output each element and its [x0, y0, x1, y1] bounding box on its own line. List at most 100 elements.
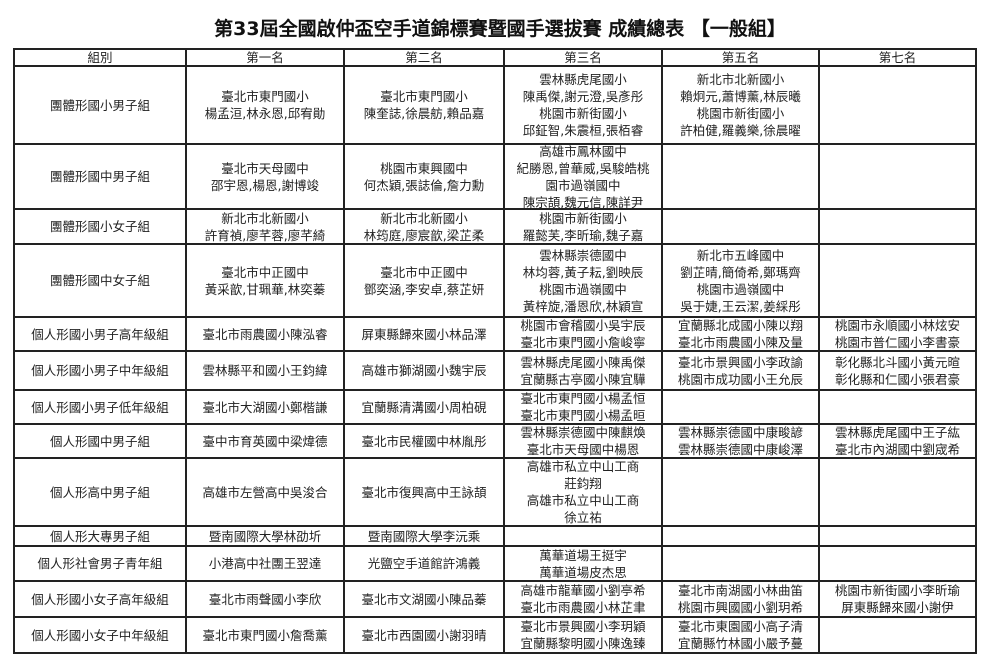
placement-entry: 臺北市大湖國小鄭楷謙	[202, 399, 328, 415]
cell-seventh	[818, 525, 977, 547]
placement-entry: 雲林縣崇德國中 林均蓉,黃子耘,劉映辰 桃園市過嶺國中 黃梓旋,潘恩欣,林穎宣	[522, 247, 644, 314]
cell-group: 個人形國小男子高年級組	[13, 316, 187, 352]
cell-second: 臺北市復興高中王詠頡	[343, 457, 505, 527]
placement-entry	[663, 145, 818, 208]
group-name: 個人形國小男子低年級組	[31, 399, 169, 415]
cell-fifth: 新北市北新國小 賴炯元,蕭博薰,林辰曦 桃園市新街國小 許柏健,羅義樂,徐晨曜	[661, 65, 820, 145]
cell-third: 桃園市新街國小 羅懿芙,李昕瑜,魏子嘉	[503, 208, 663, 245]
header-first: 第一名	[185, 48, 345, 67]
placement-entry: 新北市五峰國中 劉芷晴,簡倚希,鄭瑪齊 桃園市過嶺國中 吳于婕,王云潔,姜綵彤	[680, 247, 801, 314]
cell-first: 小港高中社團王翌達	[185, 545, 345, 582]
page-title: 第33屆全國啟仲盃空手道錦標賽暨國手選拔賽 成績總表 【一般組】	[214, 18, 786, 40]
placement-entry: 高雄市獅湖國小魏宇辰	[361, 363, 487, 378]
placement-entry: 臺北市復興高中王詠頡	[361, 484, 487, 500]
cell-group: 個人形大專男子組	[13, 525, 187, 547]
placement-entry	[820, 527, 975, 545]
placement-entry: 臺北市東園國小高子清 宜蘭縣竹林國小嚴予蔓	[677, 619, 803, 651]
placement-entry: 雲林縣平和國小王鈞緯	[202, 363, 328, 378]
cell-fifth: 宜蘭縣北成國小陳以翔 臺北市雨農國小陳及量	[661, 316, 820, 352]
placement-entry: 高雄市左營高中吳浚合	[202, 484, 328, 500]
table-row: 個人形國中男子組 臺中市育英國中梁煒德 臺北市民權國中林胤彤 雲林縣崇德國中陳麒煥 臺…	[13, 423, 977, 459]
placement-entry	[663, 547, 818, 580]
cell-group: 團體形國小男子組	[13, 65, 187, 145]
placement-entry	[505, 527, 661, 545]
group-name: 個人形大專男子組	[49, 528, 150, 544]
cell-seventh	[818, 65, 977, 145]
group-name: 個人形國中男子組	[49, 433, 150, 449]
cell-fifth	[661, 525, 820, 547]
cell-second: 臺北市文湖國小陳品蓁	[343, 580, 505, 618]
placement-entry: 新北市北新國小 賴炯元,蕭博薰,林辰曦 桃園市新街國小 許柏健,羅義樂,徐晨曜	[680, 72, 801, 138]
cell-second: 臺北市民權國中林胤彤	[343, 423, 505, 459]
placement-entry	[820, 459, 975, 525]
cell-first: 臺北市大湖國小鄭楷謙	[185, 389, 345, 425]
cell-seventh: 雲林縣虎尾國中王子紘 臺北市內湖國中劉宬希	[818, 423, 977, 459]
placement-entry	[820, 618, 975, 652]
placement-entry: 桃園市會稽國小吳宇辰 臺北市東門國小詹峻寧	[520, 318, 646, 350]
cell-seventh	[818, 208, 977, 245]
placement-entry: 桃園市永順國小林炫安 桃園市普仁國小李書豪	[834, 318, 960, 350]
cell-third: 萬華道場王挺宇 萬華道場皮杰思	[503, 545, 663, 582]
cell-group: 團體形國中男子組	[13, 143, 187, 210]
placement-entry: 臺北市民權國中林胤彤	[361, 433, 487, 449]
placement-entry: 雲林縣虎尾國中王子紘 臺北市內湖國中劉宬希	[834, 425, 960, 457]
cell-group: 個人形國小男子低年級組	[13, 389, 187, 425]
placement-entry: 臺北市中正國中 鄧奕涵,李安卓,蔡芷妍	[363, 264, 485, 297]
cell-first: 雲林縣平和國小王鈞緯	[185, 350, 345, 391]
group-name: 個人形國小男子高年級組	[31, 326, 169, 342]
placement-entry	[820, 391, 975, 423]
header-fifth: 第五名	[661, 48, 820, 67]
cell-third: 臺北市景興國小李玥穎 宜蘭縣黎明國小陳逸臻	[503, 616, 663, 654]
cell-fifth	[661, 143, 820, 210]
cell-fifth	[661, 389, 820, 425]
cell-fifth: 臺北市東園國小高子清 宜蘭縣竹林國小嚴予蔓	[661, 616, 820, 654]
group-name: 團體形國中女子組	[49, 273, 150, 288]
table-row: 團體形國小男子組 臺北市東門國小 楊孟洹,林永恩,邱宥勛 臺北市東門國小 陳奎誌,徐…	[13, 65, 977, 145]
cell-second: 光鹽空手道館許鴻義	[343, 545, 505, 582]
cell-third: 雲林縣崇德國中 林均蓉,黃子耘,劉映辰 桃園市過嶺國中 黃梓旋,潘恩欣,林穎宣	[503, 243, 663, 318]
placement-entry: 高雄市私立中山工商 莊鈞翔 高雄市私立中山工商 徐立祐	[526, 459, 640, 525]
table-row: 團體形國中男子組 臺北市天母國中 邵宇恩,楊恩,謝博竣 桃園市東興國中 何杰穎,張誌…	[13, 143, 977, 210]
placement-entry: 桃園市新街國小 羅懿芙,李昕瑜,魏子嘉	[522, 210, 644, 243]
placement-entry: 臺北市中正國中 黃采歆,甘珮華,林奕蓁	[204, 264, 326, 297]
cell-first: 臺北市天母國中 邵宇恩,楊恩,謝博竣	[185, 143, 345, 210]
cell-second: 臺北市西園國小謝羽晴	[343, 616, 505, 654]
cell-group: 團體形國中女子組	[13, 243, 187, 318]
table-row: 團體形國中女子組 臺北市中正國中 黃采歆,甘珮華,林奕蓁 臺北市中正國中 鄧奕涵,李…	[13, 243, 977, 318]
placement-entry: 桃園市新街國小李昕瑜 屏東縣歸來國小謝伊	[834, 583, 960, 615]
placement-entry: 臺北市雨聲國小李欣	[208, 591, 322, 607]
cell-second: 宜蘭縣清溝國小周柏硯	[343, 389, 505, 425]
cell-first: 臺中市育英國中梁煒德	[185, 423, 345, 459]
cell-fifth: 臺北市南湖國小林曲笛 桃園市興國國小劉玥希	[661, 580, 820, 618]
placement-entry: 屏東縣歸來國小林品澤	[361, 326, 487, 342]
table-row: 個人形高中男子組 高雄市左營高中吳浚合 臺北市復興高中王詠頡 高雄市私立中山工商 莊鈞…	[13, 457, 977, 527]
results-table: 組別 第一名 第二名 第三名 第五名 第七名 團體形國小男子組 臺北市東門國小 楊…	[13, 48, 977, 654]
header-group: 組別	[13, 48, 187, 67]
cell-fifth	[661, 457, 820, 527]
cell-third: 雲林縣崇德國中陳麒煥 臺北市天母國中楊恩	[503, 423, 663, 459]
placement-entry: 新北市北新國小 許育禎,廖芊蓉,廖芊綺	[204, 210, 326, 243]
placement-entry: 光鹽空手道館許鴻義	[367, 556, 481, 571]
placement-entry	[820, 210, 975, 243]
group-name: 團體形國小男子組	[49, 97, 150, 113]
cell-fifth: 臺北市景興國小李政諭 桃園市成功國小王允辰	[661, 350, 820, 391]
cell-fifth	[661, 545, 820, 582]
placement-entry	[663, 391, 818, 423]
cell-fifth	[661, 208, 820, 245]
placement-entry	[663, 527, 818, 545]
placement-entry: 臺北市東門國小楊孟恒 臺北市東門國小楊孟晅	[520, 391, 646, 423]
cell-seventh	[818, 389, 977, 425]
cell-second: 高雄市獅湖國小魏宇辰	[343, 350, 505, 391]
table-row: 個人形國小男子低年級組 臺北市大湖國小鄭楷謙 宜蘭縣清溝國小周柏硯 臺北市東門國小楊孟…	[13, 389, 977, 425]
placement-entry: 臺北市景興國小李玥穎 宜蘭縣黎明國小陳逸臻	[520, 619, 646, 651]
cell-group: 個人形社會男子青年組	[13, 545, 187, 582]
cell-fifth: 雲林縣崇德國中康畯諺 雲林縣崇德國中康峻澤	[661, 423, 820, 459]
header-third: 第三名	[503, 48, 663, 67]
group-name: 團體形國小女子組	[49, 219, 150, 234]
placement-entry: 小港高中社團王翌達	[208, 556, 322, 571]
cell-first: 高雄市左營高中吳浚合	[185, 457, 345, 527]
placement-entry: 臺北市西園國小謝羽晴	[361, 627, 487, 643]
cell-first: 臺北市東門國小 楊孟洹,林永恩,邱宥勛	[185, 65, 345, 145]
cell-second: 臺北市中正國中 鄧奕涵,李安卓,蔡芷妍	[343, 243, 505, 318]
placement-entry: 新北市北新國小 林筠庭,廖宸歆,梁芷柔	[363, 210, 485, 243]
